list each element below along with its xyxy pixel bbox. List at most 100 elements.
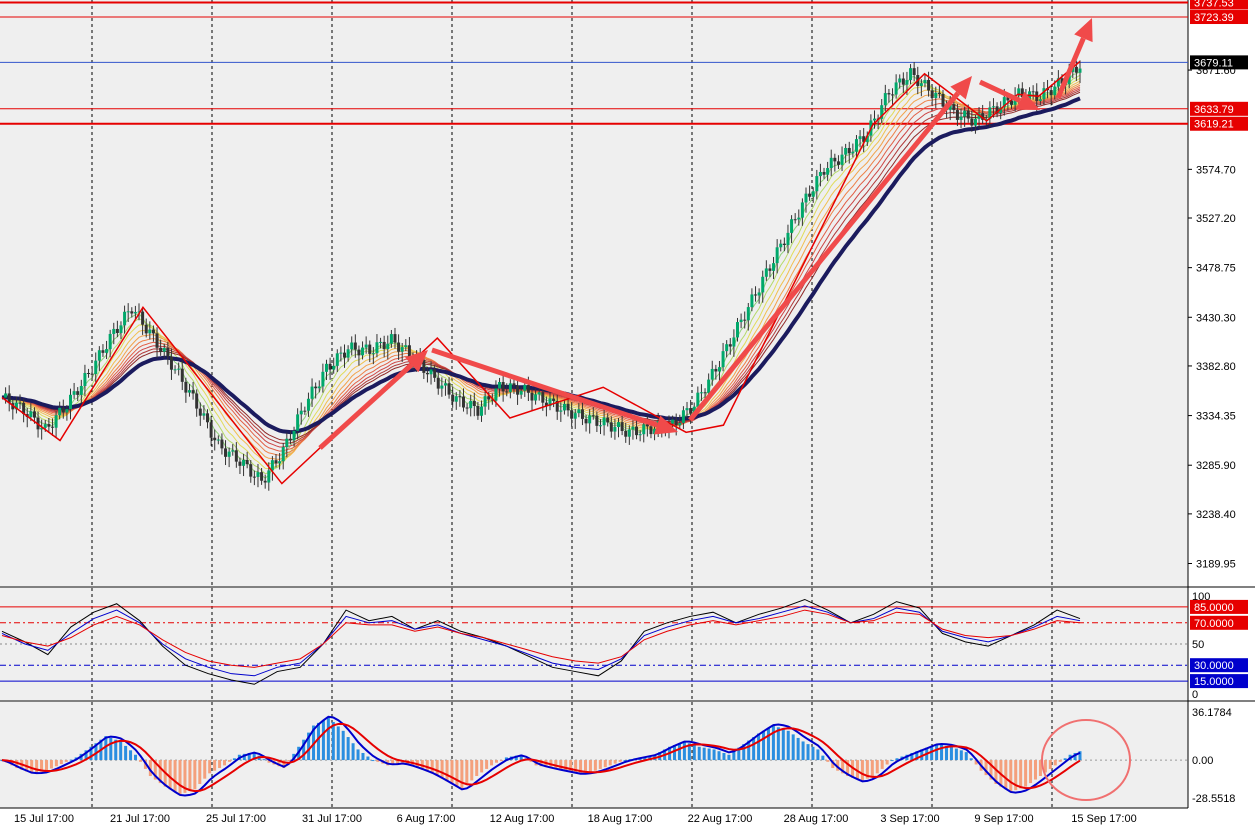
candle-body xyxy=(343,352,347,358)
candle-body xyxy=(238,461,242,466)
macd-histogram-bar xyxy=(865,760,869,779)
candle-body xyxy=(822,171,826,175)
candle-body xyxy=(645,424,649,427)
candle-body xyxy=(173,369,177,371)
macd-histogram-bar xyxy=(752,737,756,761)
macd-histogram-bar xyxy=(771,725,775,761)
candle-body xyxy=(732,337,736,347)
candle-body xyxy=(350,342,354,350)
candle-body xyxy=(696,392,700,407)
oscillator-level-tag xyxy=(1190,658,1248,673)
candle-body xyxy=(555,400,559,412)
macd-histogram-bar xyxy=(396,760,400,764)
candle-body xyxy=(119,325,123,333)
candle-body xyxy=(357,349,361,356)
macd-histogram-bar xyxy=(1058,760,1062,762)
macd-histogram-bar xyxy=(994,760,998,784)
trend-arrow-shaft xyxy=(318,362,414,450)
candle-body xyxy=(490,399,494,401)
candle-body xyxy=(613,427,617,432)
time-tick-label: 31 Jul 17:00 xyxy=(302,813,362,825)
macd-histogram-bar xyxy=(841,760,845,774)
candle-body xyxy=(1053,86,1057,96)
candle-body xyxy=(83,372,87,386)
candle-body xyxy=(469,400,473,409)
macd-histogram-bar xyxy=(490,760,494,766)
candle-body xyxy=(296,414,300,431)
macd-histogram-bar xyxy=(282,760,286,769)
candle-body xyxy=(580,409,584,419)
candle-body xyxy=(761,276,765,293)
macd-histogram-bar xyxy=(89,746,93,761)
macd-histogram-bar xyxy=(1053,760,1057,766)
candle-body xyxy=(476,405,480,416)
level-tag-label: 3723.39 xyxy=(1194,12,1234,24)
macd-histogram-bar xyxy=(831,760,835,769)
candle-body xyxy=(862,136,866,142)
candle-body xyxy=(883,93,887,106)
macd-histogram-bar xyxy=(193,760,197,790)
candle-body xyxy=(126,311,130,313)
candle-body xyxy=(346,349,350,358)
macd-histogram-bar xyxy=(593,760,597,771)
candle-body xyxy=(54,415,58,428)
candle-body xyxy=(836,161,840,165)
macd-histogram-bar xyxy=(579,760,583,774)
candle-body xyxy=(984,118,988,120)
macd-histogram-bar xyxy=(366,756,370,761)
candle-body xyxy=(58,407,62,416)
candle-body xyxy=(689,408,693,414)
macd-histogram-bar xyxy=(875,760,879,774)
candle-body xyxy=(101,350,105,353)
candle-body xyxy=(602,417,606,426)
macd-tick-label: 0.00 xyxy=(1192,755,1213,767)
candle-body xyxy=(361,347,365,356)
candle-body xyxy=(588,415,592,424)
time-tick-label: 12 Aug 17:00 xyxy=(490,813,555,825)
oscillator-line xyxy=(1,598,1081,685)
candle-body xyxy=(288,438,292,441)
macd-histogram-bar xyxy=(480,760,484,773)
candle-body xyxy=(364,344,368,348)
candle-body xyxy=(105,349,109,353)
candle-body xyxy=(508,383,512,393)
candle-body xyxy=(775,247,779,264)
candle-body xyxy=(1017,88,1021,96)
macd-histogram-bar xyxy=(757,733,761,761)
macd-histogram-bar xyxy=(682,741,686,761)
oscillator-level-tag xyxy=(1190,615,1248,630)
macd-histogram-bar xyxy=(134,754,138,761)
candle-body xyxy=(375,342,379,354)
macd-histogram-bar xyxy=(727,754,731,761)
candle-body xyxy=(209,422,213,438)
candle-body xyxy=(534,394,538,401)
moving-average-line xyxy=(1,88,1081,448)
candle-body xyxy=(887,93,891,95)
macd-histogram-bar xyxy=(223,760,227,766)
candle-body xyxy=(872,118,876,121)
macd-histogram-bar xyxy=(45,760,49,771)
candle-body xyxy=(847,147,851,154)
macd-histogram-bar xyxy=(529,760,533,762)
macd-histogram-bar xyxy=(1019,760,1023,789)
time-tick-label: 22 Aug 17:00 xyxy=(688,813,753,825)
candle-body xyxy=(1074,66,1078,73)
macd-histogram-bar xyxy=(84,750,88,761)
candle-body xyxy=(90,373,94,375)
candle-body xyxy=(494,388,498,401)
macd-histogram-bar xyxy=(188,760,192,792)
macd-histogram-bar xyxy=(326,717,330,761)
candle-body xyxy=(274,460,278,464)
candle-body xyxy=(216,439,220,441)
candle-body xyxy=(941,93,945,107)
macd-histogram-bar xyxy=(129,750,133,761)
candle-body xyxy=(772,263,776,271)
trend-arrow-head xyxy=(1074,18,1093,43)
candle-body xyxy=(562,403,566,411)
candle-body xyxy=(1006,97,1010,101)
candle-body xyxy=(220,439,224,449)
candle-body xyxy=(1056,78,1060,87)
candle-body xyxy=(548,398,552,407)
candle-body xyxy=(537,392,541,395)
